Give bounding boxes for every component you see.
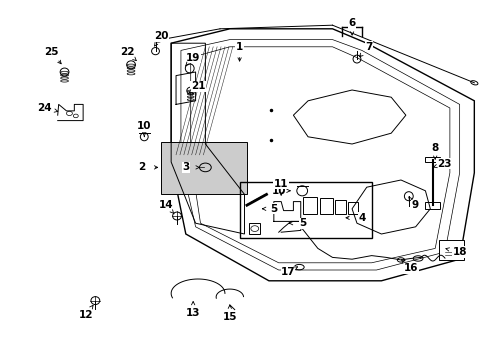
Text: 16: 16	[403, 263, 417, 273]
Text: 7: 7	[365, 42, 372, 52]
Text: 15: 15	[222, 312, 237, 322]
Text: 10: 10	[271, 186, 285, 196]
Text: 12: 12	[78, 310, 93, 320]
Text: 21: 21	[190, 81, 205, 91]
Text: 17: 17	[281, 267, 295, 277]
Text: 4: 4	[357, 213, 365, 223]
Text: 24: 24	[37, 103, 51, 113]
Text: 8: 8	[431, 143, 438, 153]
Text: 13: 13	[185, 308, 200, 318]
Text: 5: 5	[299, 218, 306, 228]
Text: 11: 11	[273, 179, 288, 189]
Text: 25: 25	[44, 47, 59, 57]
Text: 5: 5	[270, 204, 277, 214]
Text: 1: 1	[236, 42, 243, 52]
Text: 3: 3	[182, 162, 189, 172]
Text: 20: 20	[154, 31, 168, 41]
Text: 23: 23	[436, 159, 450, 169]
FancyBboxPatch shape	[161, 142, 246, 194]
Text: 22: 22	[120, 47, 134, 57]
Text: 10: 10	[137, 121, 151, 131]
Text: 14: 14	[159, 200, 173, 210]
Text: 6: 6	[348, 18, 355, 28]
Text: 19: 19	[185, 53, 200, 63]
Text: 9: 9	[410, 200, 417, 210]
Text: 2: 2	[138, 162, 145, 172]
FancyBboxPatch shape	[438, 240, 463, 260]
Text: 18: 18	[451, 247, 466, 257]
